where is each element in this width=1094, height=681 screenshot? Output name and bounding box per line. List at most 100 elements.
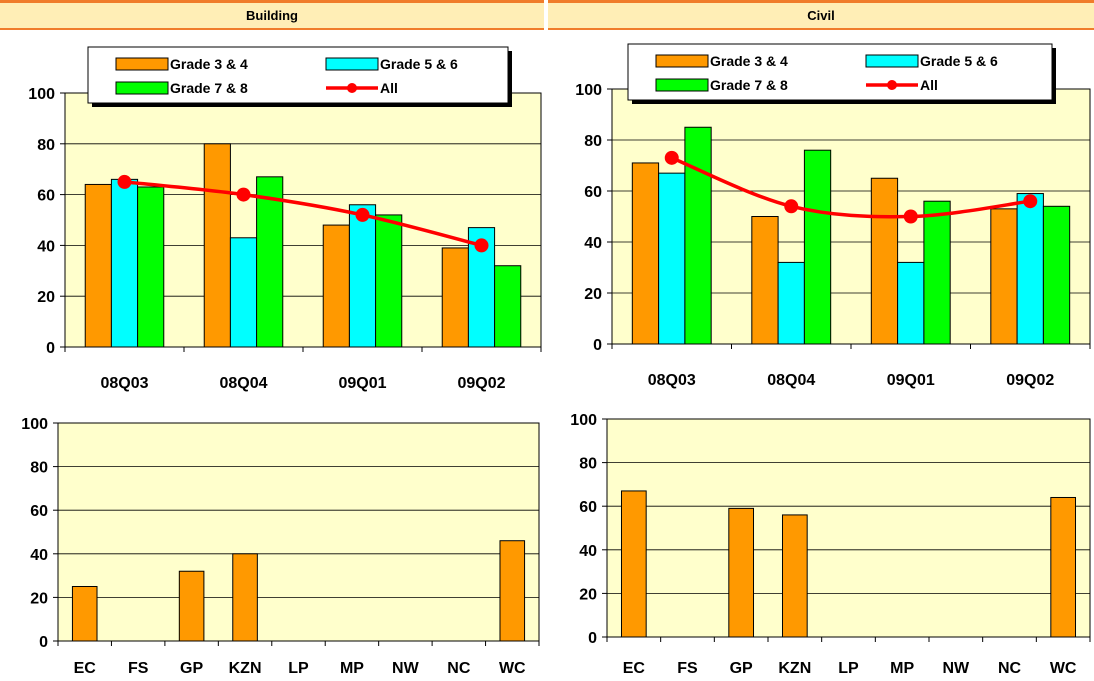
building-header: Building (0, 0, 544, 30)
legend-label: All (920, 77, 938, 93)
bar-grade-7-8 (1042, 205, 1071, 345)
bar-grade-7-8 (684, 126, 712, 345)
x-tick-label: EC (623, 660, 646, 677)
x-tick-label: 09Q02 (1006, 372, 1054, 389)
province-bar (232, 553, 258, 642)
bar-grade-3-4 (990, 208, 1018, 345)
all-series-point (474, 238, 489, 253)
bar-grade-7-8 (375, 214, 403, 348)
x-tick-label: 09Q01 (338, 375, 386, 392)
y-tick-label: 0 (46, 340, 55, 357)
building-header-title: Building (246, 8, 298, 23)
bar-grade-7-8 (494, 265, 522, 348)
bar-grade-7-8 (256, 176, 284, 348)
bar-grade-3-4 (631, 162, 660, 345)
all-series-line (671, 156, 1031, 219)
x-tick-label: KZN (229, 660, 262, 677)
all-series-point (903, 209, 918, 224)
building-province-chart: 0 20 40 60 80 100 EC FS GP KZN LP MP NW NC WC (21, 416, 540, 677)
bar-grade-7-8 (923, 200, 951, 345)
y-tick-label: 0 (588, 630, 597, 647)
civil-header: Civil (548, 0, 1094, 30)
y-tick-label: 60 (30, 503, 48, 520)
legend-swatch-grade-7-8 (655, 78, 709, 92)
plot-area (57, 422, 540, 642)
legend-label: Grade 5 & 6 (380, 56, 458, 72)
y-tick-label: 80 (579, 456, 597, 473)
x-tick-label: GP (180, 660, 203, 677)
x-tick-label: FS (677, 660, 698, 677)
civil-province-chart: 0 20 40 60 80 100 EC FS GP KZN LP MP NW NC WC (570, 412, 1091, 677)
bar-grade-5-6 (897, 261, 925, 345)
y-tick-label: 60 (37, 188, 55, 205)
x-tick-label: 08Q03 (100, 375, 148, 392)
x-tick-label: GP (730, 660, 753, 677)
x-tick-label: 09Q02 (457, 375, 505, 392)
legend-all-marker (887, 80, 897, 90)
x-tick-label: MP (340, 660, 364, 677)
y-tick-label: 0 (39, 634, 48, 651)
y-tick-label: 20 (584, 286, 602, 303)
x-tick-label: EC (74, 660, 97, 677)
x-tick-label: KZN (778, 660, 811, 677)
x-tick-label: WC (1050, 660, 1077, 677)
y-tick-label: 60 (579, 499, 597, 516)
legend-all-marker (347, 83, 357, 93)
all-series-point (117, 174, 132, 189)
legend-swatch-grade-7-8 (115, 81, 169, 95)
x-tick-label: 08Q03 (648, 372, 696, 389)
y-tick-label: 60 (584, 184, 602, 201)
x-tick-label: 08Q04 (219, 375, 267, 392)
legend-label: Grade 7 & 8 (170, 80, 248, 96)
bar-grade-7-8 (803, 149, 832, 345)
all-series-point (355, 207, 370, 222)
x-tick-label: 08Q04 (767, 372, 815, 389)
all-series-point (784, 199, 799, 214)
bar-grade-5-6 (1016, 193, 1044, 345)
bar-grade-3-4 (870, 177, 899, 345)
x-tick-label: NW (943, 660, 971, 677)
x-tick-label: FS (128, 660, 149, 677)
y-tick-label: 20 (30, 590, 48, 607)
x-tick-label: LP (838, 660, 859, 677)
bar-grade-5-6 (348, 204, 377, 348)
bar-grade-3-4 (751, 216, 779, 345)
y-tick-label: 0 (593, 337, 602, 354)
x-tick-label: NC (998, 660, 1022, 677)
y-tick-label: 80 (37, 137, 55, 154)
y-tick-label: 80 (584, 133, 602, 150)
legend-label: All (380, 80, 398, 96)
legend-swatch-grade-3-4 (115, 57, 169, 71)
province-bar (728, 507, 755, 638)
y-tick-label: 40 (30, 547, 48, 564)
bar-grade-5-6 (658, 172, 686, 345)
province-bar (499, 540, 526, 642)
province-bar (71, 586, 98, 642)
bar-grade-3-4 (322, 224, 350, 348)
legend-label: Grade 5 & 6 (920, 53, 998, 69)
x-tick-label: WC (499, 660, 526, 677)
plot-area (606, 418, 1091, 638)
y-tick-label: 80 (30, 460, 48, 477)
bar-grade-3-4 (441, 247, 469, 348)
civil-header-title: Civil (807, 8, 835, 23)
x-tick-label: MP (890, 660, 914, 677)
bar-grade-5-6 (110, 178, 139, 348)
legend-label: Grade 7 & 8 (710, 77, 788, 93)
civil-quarterly-chart: 0 20 40 60 80 100 08Q03 08Q04 09Q01 09Q02 Grade 3 … (575, 43, 1091, 389)
y-tick-label: 100 (28, 86, 55, 103)
x-tick-label: NC (447, 660, 471, 677)
y-tick-label: 100 (575, 82, 602, 99)
legend-label: Grade 3 & 4 (170, 56, 248, 72)
legend-swatch-grade-3-4 (655, 54, 709, 68)
all-series-point (664, 150, 679, 165)
y-tick-label: 100 (21, 416, 48, 433)
y-tick-label: 40 (579, 543, 597, 560)
all-series-line (124, 180, 482, 248)
x-tick-label: LP (288, 660, 309, 677)
all-series-point (236, 187, 251, 202)
province-bar (620, 490, 647, 638)
y-tick-label: 100 (570, 412, 597, 429)
province-bar (1050, 496, 1077, 638)
y-tick-label: 20 (37, 289, 55, 306)
